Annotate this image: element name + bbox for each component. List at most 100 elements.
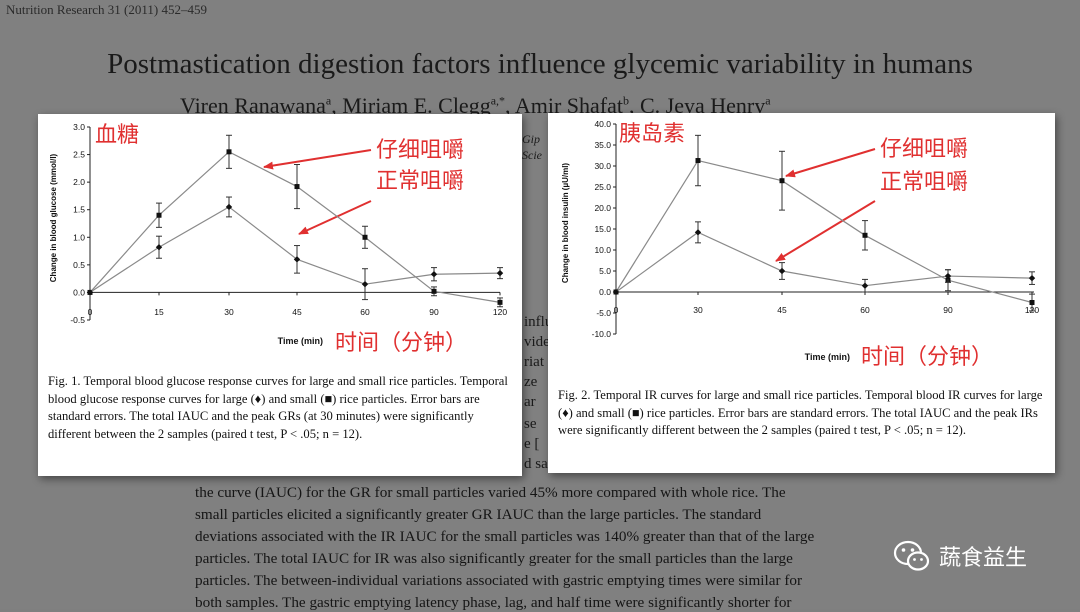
data-point-diamond	[155, 244, 163, 251]
data-point-diamond	[293, 256, 301, 263]
y-tick-label: 20.0	[594, 203, 611, 213]
data-point-diamond	[944, 272, 952, 280]
annotation-arrow	[775, 200, 876, 262]
plot-area: -10.0 -5.0 0.0 5.0 10.0 15.0 20.0 25.0 30.0 35.0 4…	[592, 119, 1040, 339]
glucose-chart: 血糖 仔细咀嚼 正常咀嚼 时间（分钟） Change in blood gluc…	[49, 122, 507, 356]
x-tick-label: 0	[614, 305, 619, 315]
annotation-arrow	[785, 148, 876, 178]
data-point-square	[1029, 300, 1035, 305]
bg-fragment: ze	[524, 374, 538, 390]
bg-body-line: small particles elicited a significantly…	[195, 506, 762, 523]
x-tick-label: 120	[493, 307, 507, 317]
cn-label-time: 时间（分钟）	[861, 345, 993, 370]
data-point-square	[294, 184, 300, 190]
data-point-square	[695, 158, 701, 164]
data-point-square	[226, 149, 232, 155]
journal-reference: Nutrition Research 31 (2011) 452–459	[6, 2, 207, 17]
bg-fragment: ar	[524, 394, 536, 410]
data-point-square	[156, 212, 162, 218]
bg-fragment: Gip	[522, 132, 540, 146]
data-point-diamond	[1028, 274, 1036, 282]
glucose-figure-panel: 血糖 仔细咀嚼 正常咀嚼 时间（分钟） Change in blood gluc…	[38, 114, 522, 476]
insulin-chart: 胰岛素 仔细咀嚼 正常咀嚼 时间（分钟） Change in blood ins…	[561, 119, 1040, 370]
data-point-square	[779, 178, 785, 184]
data-point-diamond	[694, 229, 702, 236]
y-tick-label: 30.0	[594, 161, 611, 171]
y-tick-label: 40.0	[594, 119, 611, 129]
data-point-diamond	[861, 282, 869, 289]
data-point-diamond	[361, 280, 369, 288]
series-line	[615, 231, 1033, 293]
bg-fragment: e [	[524, 436, 540, 452]
bg-fragment: Scie	[522, 148, 542, 162]
cn-label-normal-chewing: 正常咀嚼	[880, 170, 968, 195]
x-tick-label: 90	[429, 307, 439, 317]
bg-fragment: se	[524, 416, 537, 432]
data-point-square	[431, 288, 437, 294]
x-tick-label: 60	[360, 307, 370, 317]
bg-fragment: influ	[524, 314, 553, 330]
y-tick-label: 0.0	[73, 287, 85, 297]
x-tick-label: 15	[154, 307, 164, 317]
x-axis-label: Time (min)	[278, 336, 323, 346]
y-tick-label: 35.0	[594, 140, 611, 150]
data-point-diamond	[225, 203, 233, 211]
y-axis-label: Change in blood insulin (µU/ml)	[561, 163, 570, 283]
bg-body-line: both samples. The gastric emptying laten…	[195, 594, 792, 611]
cn-label-fine-chewing: 仔细咀嚼	[880, 137, 968, 162]
series-line	[89, 206, 501, 293]
y-tick-label: 10.0	[594, 245, 611, 255]
y-tick-label: 5.0	[599, 266, 611, 276]
y-tick-label: 15.0	[594, 224, 611, 234]
figure-2-caption: Fig. 2. Temporal IR curves for large and…	[558, 388, 1043, 438]
bg-fragment: d sa	[524, 456, 548, 472]
y-axis-label: Change in blood glucose (mmol/l)	[49, 153, 58, 282]
x-tick-label: 45	[777, 305, 787, 315]
bg-body-line: particles. The total IAUC for IR was als…	[195, 550, 793, 567]
bg-body-line: deviations associated with the IR IAUC f…	[195, 528, 815, 545]
cn-label-fine-chewing: 仔细咀嚼	[376, 138, 464, 163]
bg-body-line: particles. The between-individual variat…	[195, 572, 803, 589]
y-tick-label: 0.5	[73, 260, 85, 270]
y-tick-label: 2.5	[73, 150, 85, 160]
y-tick-label: 2.0	[73, 177, 85, 187]
watermark: 蔬食益生	[893, 540, 1027, 572]
x-tick-label: 0	[88, 307, 93, 317]
data-point-square	[497, 299, 503, 305]
x-axis-label: Time (min)	[805, 352, 850, 362]
data-point-diamond	[496, 269, 504, 277]
paper-title: Postmastication digestion factors influe…	[107, 48, 973, 80]
data-point-diamond	[612, 288, 620, 296]
y-tick-label: -10.0	[592, 329, 612, 339]
cn-title-glucose: 血糖	[95, 123, 139, 148]
y-tick-label: 0.0	[599, 287, 611, 297]
insulin-figure-panel: 胰岛素 仔细咀嚼 正常咀嚼 时间（分钟） Change in blood ins…	[548, 113, 1055, 473]
annotation-arrow	[263, 149, 372, 170]
bg-fragment: riat	[524, 354, 544, 370]
data-point-square	[362, 234, 368, 240]
data-point-diamond	[778, 267, 786, 275]
data-point-diamond	[86, 289, 94, 296]
y-tick-label: 1.0	[73, 232, 85, 242]
cn-title-insulin: 胰岛素	[619, 122, 685, 147]
data-point-diamond	[430, 271, 438, 278]
y-tick-label: 25.0	[594, 182, 611, 192]
wechat-icon	[893, 540, 930, 571]
y-tick-label: -5.0	[596, 308, 611, 318]
series-line	[615, 159, 1033, 304]
bg-body-line: the curve (IAUC) for the GR for small pa…	[195, 484, 786, 501]
x-tick-label: 45	[292, 307, 302, 317]
annotation-arrow	[298, 200, 372, 235]
x-tick-label: 30	[224, 307, 234, 317]
x-tick-label: 60	[860, 305, 870, 315]
x-tick-label: 30	[693, 305, 703, 315]
y-tick-label: 1.5	[73, 205, 85, 215]
x-tick-label: 90	[943, 305, 953, 315]
watermark-text: 蔬食益生	[939, 546, 1028, 571]
y-tick-label: -0.5	[70, 315, 85, 325]
data-point-square	[862, 232, 868, 238]
cn-label-normal-chewing: 正常咀嚼	[376, 169, 464, 194]
figure-1-caption: Fig. 1. Temporal blood glucose response …	[48, 374, 508, 441]
bg-fragment: vide	[524, 334, 550, 350]
y-tick-label: 3.0	[73, 122, 85, 132]
